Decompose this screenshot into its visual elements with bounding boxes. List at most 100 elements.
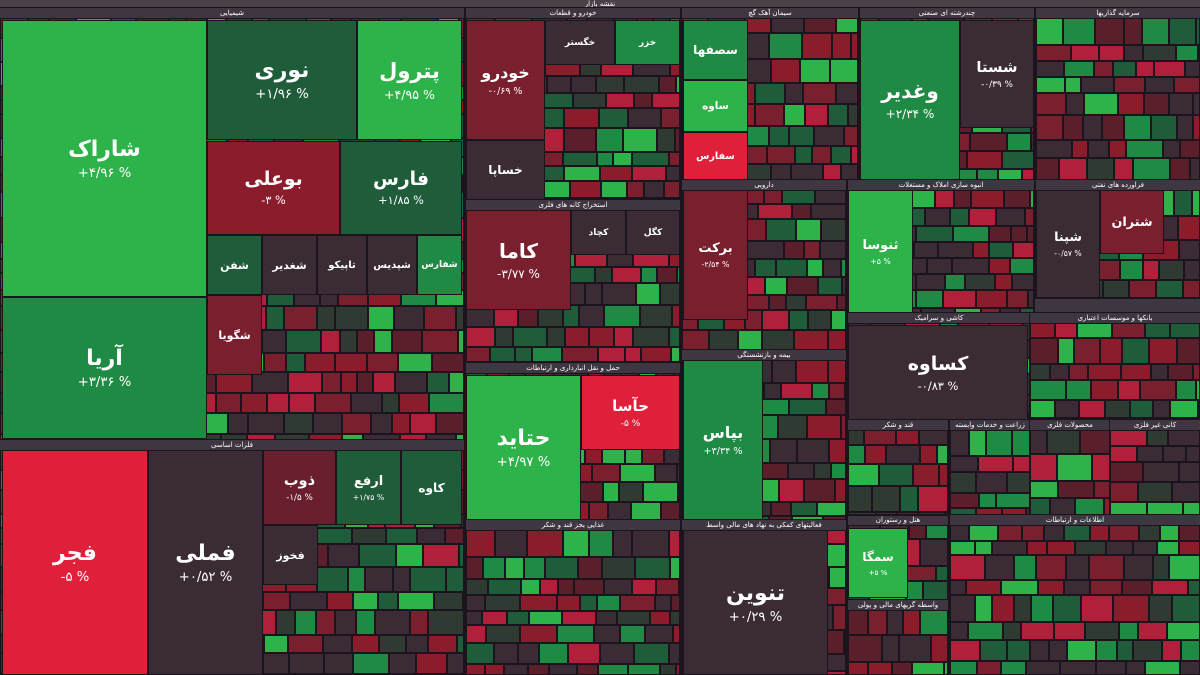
stock-change: -۰/۳۹ % [981, 79, 1013, 90]
stock-tile: ارفع +۱/۷۵ % [336, 450, 401, 525]
sector-label: چندرشته ای صنعتی [860, 8, 1034, 18]
stock-cell [1064, 580, 1090, 595]
stock-cell [776, 259, 807, 277]
stock-cell [466, 530, 495, 557]
stock-cell [778, 415, 807, 439]
stock-cell [975, 595, 992, 622]
stock-tile: کاوه [401, 450, 462, 525]
stock-cell [264, 635, 288, 653]
stock-cell [1124, 45, 1143, 61]
stock-change: +۱/۷۵ % [352, 492, 385, 502]
stock-cell [1030, 498, 1050, 515]
stock-cell [848, 464, 879, 486]
stock-cell [589, 502, 608, 520]
stock-cell [288, 372, 322, 393]
stock-tile: شستا -۰/۳۹ % [960, 20, 1034, 128]
sector: استخراج کانه های فلزی کاما -۳/۷۷ % کچاد کگل [465, 199, 681, 364]
stock-tile: کچاد [571, 210, 626, 255]
stock-name: فارس [372, 169, 430, 190]
stock-cell [899, 635, 931, 662]
stock-cell [1036, 77, 1065, 93]
stock-cell [266, 306, 284, 330]
stock-cell [495, 327, 513, 347]
stock-cell [1122, 338, 1149, 364]
stock-cell [507, 611, 529, 625]
stock-cell [305, 353, 335, 372]
sector: فعالیتهای کمکی به نهاد های مالی واسط تنوی… [681, 519, 847, 675]
stock-cell [466, 664, 485, 675]
stock-cell [1102, 115, 1124, 140]
stock-name: فخوز [276, 548, 305, 562]
stock-cell [313, 413, 342, 434]
stock-cell [1126, 661, 1145, 675]
stock-cell [490, 347, 515, 362]
stock-cell [340, 330, 357, 353]
stock-cell [1007, 640, 1030, 661]
stock-cell [483, 557, 505, 579]
sector-label: هتل و رستوران [848, 515, 948, 525]
stock-tile: حآسا -۵ % [581, 375, 680, 450]
stock-name: کاما [498, 239, 539, 263]
stock-cell [829, 383, 845, 399]
stock-cell [738, 330, 762, 350]
stock-cell [682, 330, 709, 350]
stock-cell [1143, 462, 1179, 482]
sector-label: حمل و نقل انبارداری و ارتباطات [466, 363, 680, 373]
stock-cell [656, 579, 679, 595]
stock-cell [322, 372, 341, 393]
stock-cell [766, 219, 796, 241]
stock-cell [1163, 446, 1186, 462]
sector-label: سرمایه گذاریها [1036, 8, 1200, 18]
stock-cell [596, 611, 617, 625]
stock-cell [785, 83, 803, 104]
stock-cell [565, 327, 589, 347]
stock-cell [970, 133, 1007, 151]
stock-cell [792, 204, 811, 219]
stock-cell [563, 152, 597, 166]
stock-cell [976, 472, 1007, 493]
stock-cell [410, 610, 428, 635]
stock-cell [1162, 640, 1181, 661]
stock-cell [818, 277, 842, 295]
stock-name: کگل [643, 227, 663, 238]
stock-cell [221, 434, 247, 440]
stock-cell [592, 464, 620, 482]
stock-cell [1075, 541, 1106, 555]
stock-cell [599, 108, 628, 128]
sector: شیمیایی شاراک +۴/۹۶ % آریا +۳/۳۶ % نوری +۱/۹۶ … [0, 7, 465, 441]
stock-change: +۴/۹۶ % [77, 165, 132, 181]
stock-cell [423, 544, 459, 567]
sector-label: محصولات فلزی [1030, 420, 1110, 430]
stock-cell [252, 372, 288, 393]
stock-cell [241, 393, 267, 413]
stock-cell [959, 169, 977, 180]
stock-cell [633, 327, 669, 347]
stock-cell [672, 305, 680, 327]
stock-cell [1007, 133, 1031, 151]
stock-tile: شفارس [417, 235, 462, 295]
stock-cell [931, 635, 948, 662]
stock-cell [848, 430, 864, 445]
stock-cell [400, 434, 426, 440]
stock-cell [1133, 158, 1170, 180]
stock-cell [1063, 18, 1095, 45]
stock-cell [459, 544, 464, 567]
stock-cell [580, 595, 597, 611]
stock-cell [628, 664, 660, 675]
stock-cell [356, 610, 375, 635]
stock-cell [808, 310, 831, 330]
stock-cell [513, 327, 547, 347]
stock-cell [463, 175, 464, 192]
stock-cell [1055, 400, 1079, 418]
stock-cell [1064, 61, 1094, 77]
stock-cell [638, 198, 658, 200]
stock-cell [601, 181, 627, 198]
stock-cell [916, 274, 945, 290]
stock-cell [1030, 364, 1050, 380]
stock-cell [1193, 93, 1200, 115]
stock-cell [995, 274, 1012, 290]
stock-change: -۵ % [60, 569, 90, 585]
stock-cell [1081, 595, 1113, 622]
stock-cell [879, 464, 913, 486]
stock-cell [669, 327, 680, 347]
